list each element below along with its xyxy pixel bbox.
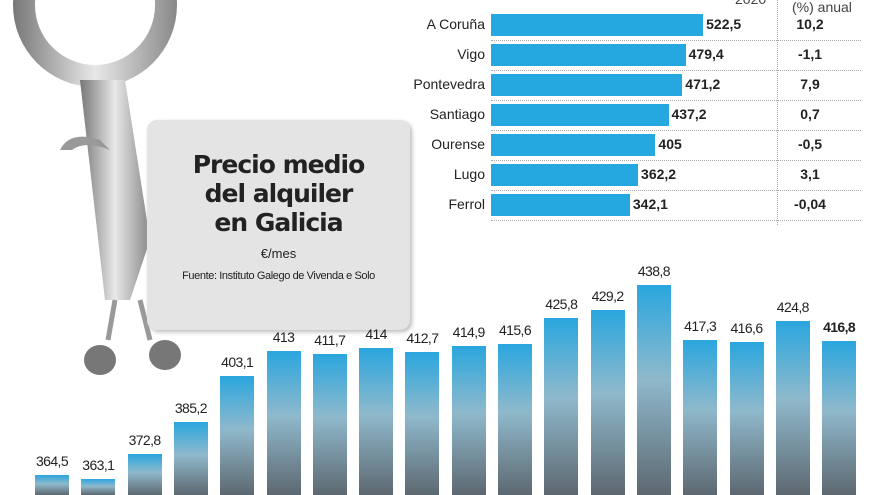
month-bar xyxy=(544,318,579,495)
month-value: 412,7 xyxy=(406,329,439,346)
city-value: 479,4 xyxy=(688,46,724,62)
key-character-illustration xyxy=(13,0,181,375)
row-divider xyxy=(491,100,861,101)
month-bar xyxy=(498,344,532,495)
month-bar xyxy=(266,350,301,495)
month-bar xyxy=(35,475,69,495)
city-change: -0,5 xyxy=(797,136,823,152)
month-value: 403,1 xyxy=(221,354,254,371)
city-label: Pontevedra xyxy=(413,76,485,92)
month-bar xyxy=(359,348,394,495)
month-value: 416,6 xyxy=(730,319,763,336)
month-value: 415,6 xyxy=(498,322,532,339)
row-divider xyxy=(491,70,861,71)
city-change: 0,7 xyxy=(800,106,820,122)
month-bar xyxy=(775,320,810,495)
col-header-2020: 2020 xyxy=(735,0,766,7)
city-value: 437,2 xyxy=(671,106,707,122)
month-value: 364,5 xyxy=(35,453,69,469)
row-divider xyxy=(491,160,861,161)
city-bar xyxy=(491,194,630,216)
city-bar xyxy=(491,74,683,96)
month-value: 385,2 xyxy=(174,400,208,417)
month-value: 372,8 xyxy=(128,431,162,448)
city-label: Vigo xyxy=(457,46,485,62)
city-bar xyxy=(491,44,686,66)
city-label: Ourense xyxy=(431,136,485,152)
month-value: 424,8 xyxy=(776,298,810,315)
month-bar xyxy=(451,346,486,495)
city-bar xyxy=(491,104,669,126)
city-label: Santiago xyxy=(429,106,485,122)
month-value: 414,9 xyxy=(452,324,486,341)
month-value: 438,8 xyxy=(637,263,671,279)
month-bar xyxy=(590,309,625,495)
month-value: 414 xyxy=(365,326,387,343)
month-value: 416,8 xyxy=(823,319,856,336)
month-bar xyxy=(729,341,764,495)
city-value: 362,2 xyxy=(641,166,677,182)
city-change: 3,1 xyxy=(800,166,820,182)
month-bar xyxy=(173,422,208,495)
city-value: 405 xyxy=(658,136,682,152)
row-divider xyxy=(491,190,861,191)
month-bar xyxy=(405,351,440,495)
city-change: 7,9 xyxy=(800,76,820,92)
month-bar xyxy=(81,478,116,495)
column-divider xyxy=(777,0,778,225)
city-value: 342,1 xyxy=(632,196,668,212)
city-value: 522,5 xyxy=(706,16,742,32)
chart-title: Precio medio del alquiler en Galicia xyxy=(192,150,366,237)
month-value: 417,3 xyxy=(684,317,717,334)
month-value: 429,2 xyxy=(591,287,625,304)
month-bar xyxy=(220,376,255,495)
city-bar xyxy=(491,134,656,156)
month-value: 425,8 xyxy=(545,296,578,313)
city-value: 471,2 xyxy=(685,76,721,92)
source-label: Fuente: Instituto Galego de Vivenda e So… xyxy=(182,270,375,282)
row-divider xyxy=(491,40,861,41)
col-header-change: (%) anual xyxy=(790,0,854,15)
city-change: -0,04 xyxy=(794,196,826,212)
row-divider xyxy=(491,130,861,131)
city-label: Lugo xyxy=(453,166,485,182)
month-value: 363,1 xyxy=(82,456,115,473)
month-bar xyxy=(683,339,718,495)
city-bar xyxy=(491,164,639,186)
month-bar xyxy=(127,453,162,495)
row-divider xyxy=(491,220,861,221)
month-value: 411,7 xyxy=(314,332,346,349)
month-bar xyxy=(312,354,347,495)
city-change: -1,1 xyxy=(797,46,823,62)
month-bar xyxy=(822,341,857,495)
month-bar xyxy=(636,285,671,495)
title-card: Precio medio del alquiler en Galicia €/m… xyxy=(147,120,410,330)
city-label: A Coruña xyxy=(426,16,485,32)
unit-label: €/mes xyxy=(260,246,297,261)
city-bar xyxy=(491,14,704,36)
month-value: 413 xyxy=(272,328,295,345)
city-change: 10,2 xyxy=(796,16,824,32)
city-label: Ferrol xyxy=(448,196,485,212)
